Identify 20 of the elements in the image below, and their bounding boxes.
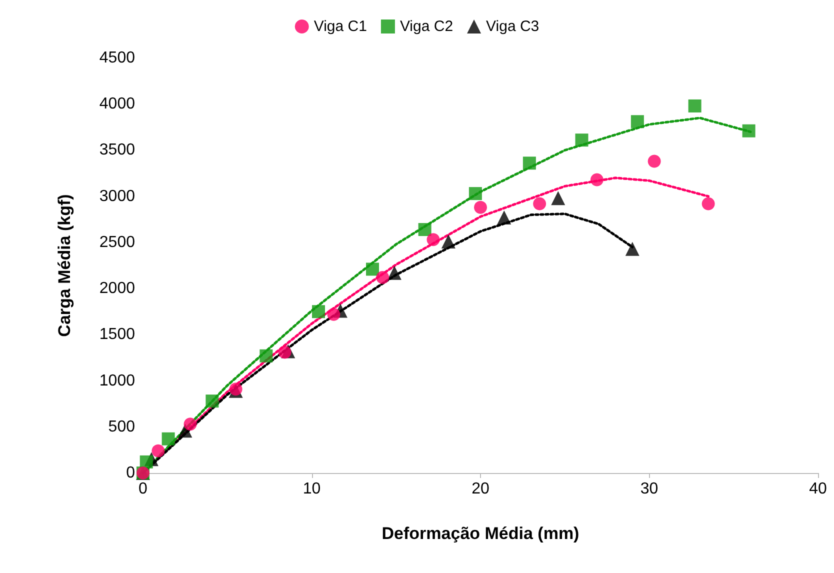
y-tick-label: 3000: [99, 188, 136, 205]
y-tick-label: 4500: [99, 50, 136, 66]
x-tick-label: 30: [640, 480, 658, 498]
legend-label: Viga C1: [314, 18, 367, 35]
y-tick-label: 2000: [99, 280, 136, 298]
y-tick-label: 1500: [99, 326, 136, 344]
y-tick-label: 2500: [99, 234, 136, 251]
x-tick-label: 20: [472, 480, 490, 498]
y-tick-label: 4000: [99, 96, 136, 113]
legend-label: Viga C3: [486, 18, 540, 35]
x-tick-label: 10: [302, 480, 321, 498]
y-axis-title: Carga Média (kgf): [55, 194, 74, 337]
x-tick-label: 40: [809, 480, 827, 498]
y-tick-label: 0: [126, 464, 136, 482]
legend-label: Viga C2: [400, 18, 454, 35]
y-tick-label: 1000: [99, 372, 136, 390]
y-tick-label: 500: [108, 418, 136, 436]
y-tick-label: 3500: [99, 142, 136, 159]
x-axis-title: Deformação Média (mm): [382, 524, 580, 543]
x-tick-label: 0: [138, 480, 148, 498]
